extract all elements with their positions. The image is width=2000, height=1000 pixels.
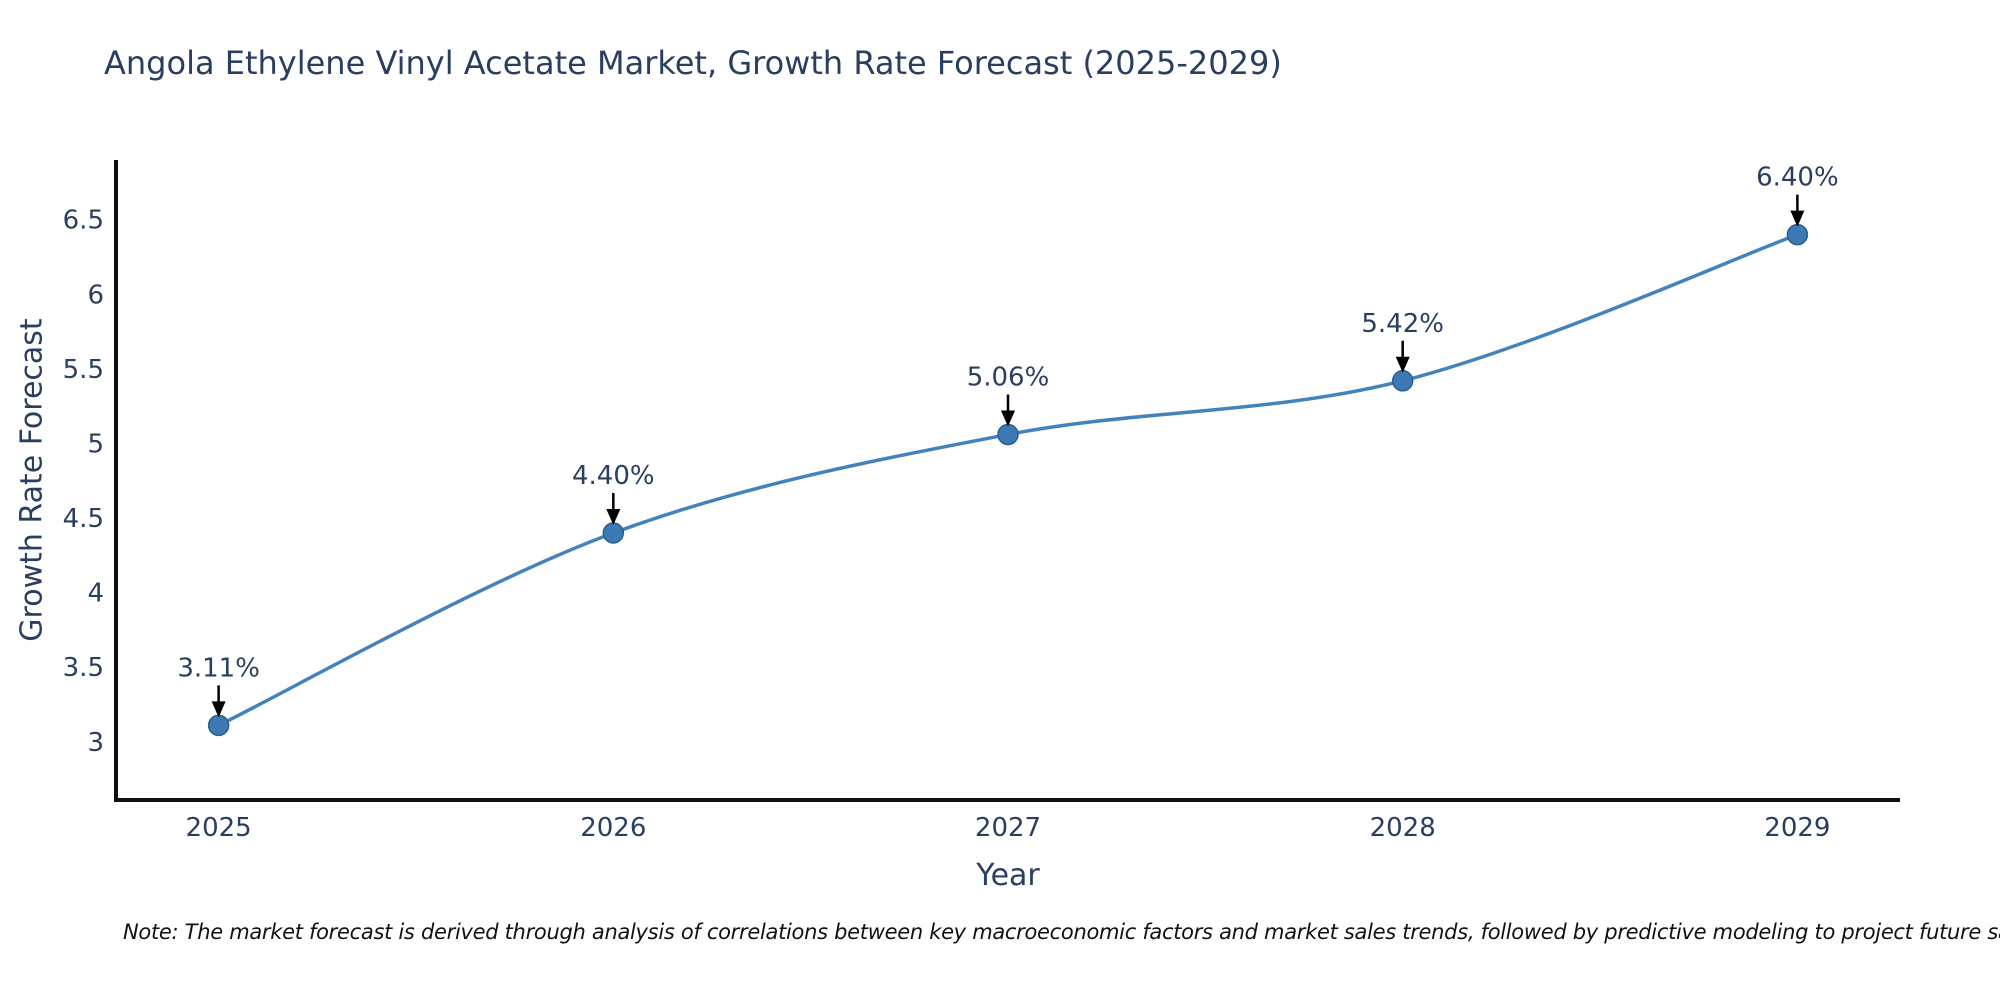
data-point-2025 — [207, 714, 230, 737]
x-tick-label: 2026 — [580, 813, 646, 843]
annotation-arrow-head-icon — [1001, 410, 1015, 427]
growth-line-series — [217, 232, 1798, 727]
annotation-label: 5.06% — [967, 362, 1050, 392]
data-point-2027 — [997, 423, 1019, 446]
annotation-arrow-head-icon — [1790, 210, 1805, 227]
y-tick-label: 3 — [87, 728, 104, 758]
annotation-label: 3.11% — [177, 653, 260, 683]
annotation-label: 6.40% — [1756, 163, 1839, 193]
y-tick-label: 3.5 — [63, 653, 104, 683]
y-tick-label: 6.5 — [63, 206, 104, 236]
annotation-label: 4.40% — [572, 461, 655, 491]
annotation-arrow-head-icon — [1395, 356, 1410, 373]
x-tick-label: 2027 — [975, 813, 1041, 843]
x-tick-label: 2028 — [1370, 813, 1436, 843]
y-tick-label: 5 — [87, 429, 104, 459]
y-tick-label: 6 — [87, 280, 104, 310]
x-tick-label: 2029 — [1764, 813, 1830, 843]
annotation-arrow-head-icon — [606, 508, 621, 525]
x-axis-title: Year — [976, 858, 1040, 893]
footnote: Note: The market forecast is derived thr… — [123, 920, 2000, 944]
y-tick-label: 5.5 — [63, 355, 104, 385]
data-point-2028 — [1391, 370, 1414, 392]
annotation-label: 5.42% — [1361, 309, 1444, 339]
annotation-arrow-head-icon — [211, 701, 226, 718]
data-point-2026 — [602, 522, 625, 544]
y-axis-title: Growth Rate Forecast — [14, 318, 50, 642]
chart-title: Angola Ethylene Vinyl Acetate Market, Gr… — [104, 44, 1282, 82]
y-tick-label: 4 — [87, 579, 104, 609]
x-tick-label: 2025 — [186, 813, 252, 843]
data-point-2029 — [1786, 223, 1809, 246]
y-tick-label: 4.5 — [63, 504, 104, 534]
